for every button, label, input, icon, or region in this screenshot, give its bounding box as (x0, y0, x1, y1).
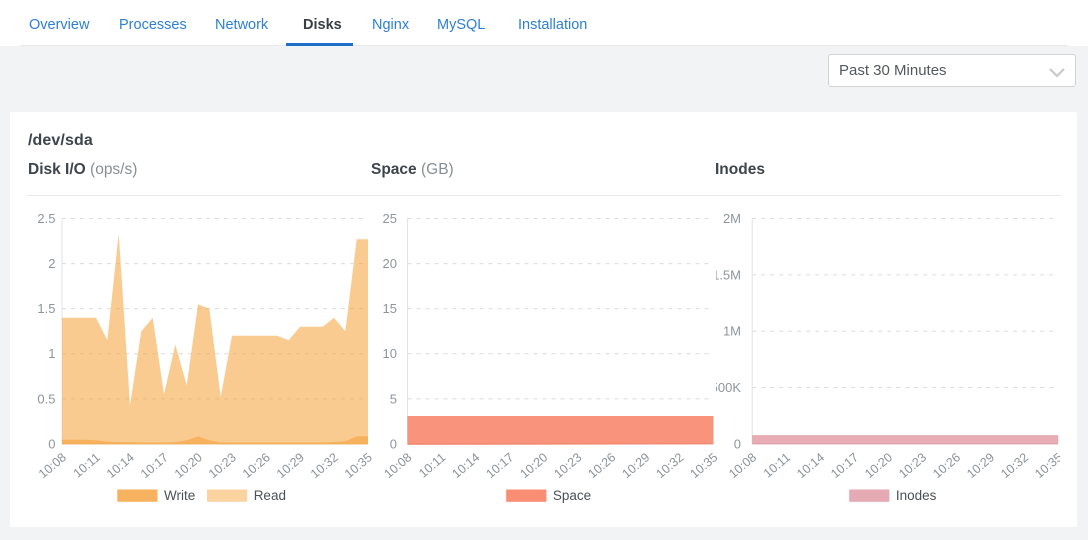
svg-text:10:32: 10:32 (653, 450, 686, 481)
svg-text:10:20: 10:20 (172, 450, 205, 481)
svg-text:1.5M: 1.5M (716, 267, 741, 282)
svg-text:10:14: 10:14 (104, 450, 137, 481)
svg-text:10:17: 10:17 (483, 450, 516, 481)
svg-text:Read: Read (254, 488, 286, 503)
svg-text:10:11: 10:11 (416, 450, 448, 480)
svg-text:10:29: 10:29 (619, 450, 652, 481)
svg-text:10:08: 10:08 (381, 450, 414, 481)
svg-text:10:08: 10:08 (726, 450, 759, 481)
svg-text:10:32: 10:32 (308, 450, 341, 481)
svg-text:10:32: 10:32 (998, 450, 1031, 481)
svg-text:10:35: 10:35 (1032, 450, 1060, 481)
svg-text:10:17: 10:17 (828, 450, 861, 481)
svg-text:1M: 1M (722, 324, 740, 339)
svg-text:10:23: 10:23 (896, 450, 929, 481)
svg-text:5: 5 (389, 391, 396, 406)
svg-text:25: 25 (382, 211, 396, 226)
svg-text:10:08: 10:08 (36, 450, 69, 481)
svg-text:10:14: 10:14 (449, 450, 482, 481)
svg-text:0.5: 0.5 (37, 391, 55, 406)
svg-text:10:26: 10:26 (585, 450, 618, 481)
svg-text:10:14: 10:14 (794, 450, 827, 481)
svg-text:10:11: 10:11 (760, 450, 792, 480)
svg-text:2M: 2M (722, 211, 740, 226)
svg-text:0: 0 (389, 436, 396, 451)
svg-text:10:17: 10:17 (138, 450, 171, 481)
svg-text:10:35: 10:35 (342, 450, 372, 481)
svg-text:0: 0 (733, 436, 740, 451)
svg-text:10:20: 10:20 (517, 450, 550, 481)
svg-text:15: 15 (382, 301, 396, 316)
svg-text:10:23: 10:23 (551, 450, 584, 481)
svg-text:10:20: 10:20 (862, 450, 895, 481)
svg-text:0: 0 (48, 436, 55, 451)
svg-text:10:26: 10:26 (930, 450, 963, 481)
svg-text:10:23: 10:23 (206, 450, 239, 481)
svg-text:10: 10 (382, 346, 396, 361)
svg-text:10:26: 10:26 (240, 450, 273, 481)
svg-text:2: 2 (48, 256, 55, 271)
svg-text:500K: 500K (716, 380, 741, 395)
svg-text:Write: Write (164, 488, 195, 503)
svg-text:10:11: 10:11 (71, 450, 103, 480)
svg-text:1.5: 1.5 (37, 301, 55, 316)
svg-text:10:35: 10:35 (687, 450, 717, 481)
svg-text:2.5: 2.5 (37, 211, 55, 226)
svg-text:Space: Space (552, 488, 590, 503)
svg-text:Inodes: Inodes (895, 488, 936, 503)
svg-text:1: 1 (48, 346, 55, 361)
svg-text:10:29: 10:29 (274, 450, 307, 481)
svg-text:10:29: 10:29 (964, 450, 997, 481)
svg-text:20: 20 (382, 256, 396, 271)
